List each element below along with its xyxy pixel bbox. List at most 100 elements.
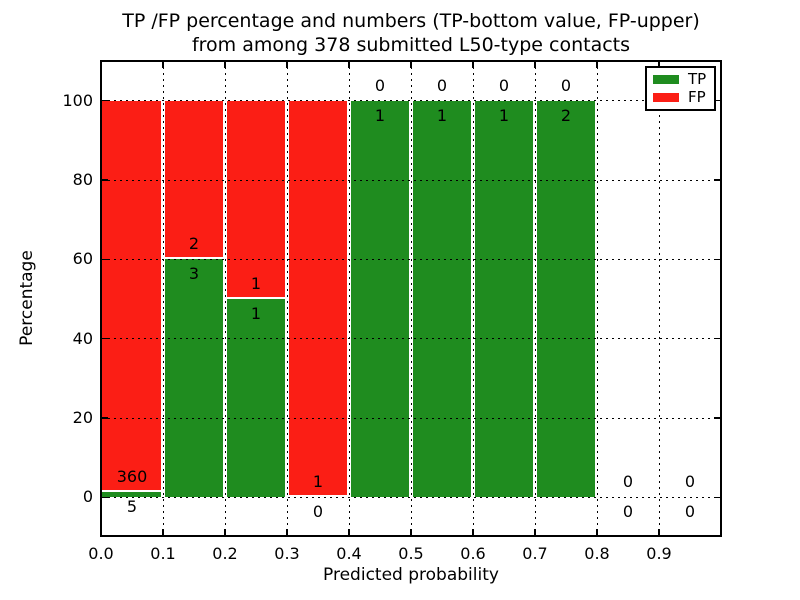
fp-count-label: 0 <box>436 75 448 95</box>
y-tick-right <box>714 258 720 261</box>
x-tick-bottom <box>410 529 412 535</box>
x-tick-top <box>348 62 350 68</box>
y-axis-label: Percentage <box>17 250 37 346</box>
x-gridline <box>596 61 598 537</box>
x-tick-label: 0.4 <box>336 544 362 563</box>
tp-bar-segment <box>475 100 533 498</box>
y-tick-label: 100 <box>62 90 93 110</box>
tp-count-label: 3 <box>188 264 200 284</box>
y-tick-left <box>102 258 108 261</box>
tp-legend-swatch <box>653 75 679 85</box>
y-tick-right <box>714 337 720 340</box>
fp-bar-segment <box>102 100 161 492</box>
x-tick-label: 0.3 <box>274 544 300 563</box>
y-tick-left <box>102 496 108 499</box>
x-tick-label: 0.5 <box>398 544 424 563</box>
y-tick-left <box>102 179 108 181</box>
tp-count-label: 1 <box>250 304 262 323</box>
x-gridline <box>162 61 164 537</box>
x-tick-bottom <box>162 529 164 535</box>
axis-spine-bottom <box>100 535 722 537</box>
y-tick-label: 80 <box>72 170 93 189</box>
tp-legend-label: TP <box>688 70 707 89</box>
x-tick-label: 0.2 <box>212 544 238 563</box>
tp-count-label: 0 <box>684 502 696 522</box>
chart-title-line2: from among 378 submitted L50-type contac… <box>191 34 631 56</box>
x-tick-top <box>410 62 412 68</box>
x-tick-top <box>658 62 660 68</box>
fp-bar-segment <box>289 100 347 498</box>
x-tick-bottom <box>348 529 350 535</box>
tp-bar-segment <box>537 100 595 498</box>
tp-bar-segment <box>351 100 409 498</box>
axis-spine-right <box>720 60 722 537</box>
fp-count-label: 2 <box>188 234 200 254</box>
y-tick-left <box>102 99 108 102</box>
tp-count-label: 5 <box>126 496 138 516</box>
x-tick-bottom <box>658 529 660 535</box>
legend: TP FP <box>645 66 716 111</box>
x-tick-label: 0.6 <box>460 544 486 563</box>
x-tick-top <box>534 62 536 68</box>
x-gridline <box>658 61 660 537</box>
y-tick-right <box>714 496 720 499</box>
x-tick-label: 0.0 <box>88 544 114 563</box>
tp-count-label: 1 <box>436 105 448 125</box>
x-gridline <box>534 61 536 537</box>
tp-bar-segment <box>227 299 285 498</box>
chart-title: TP /FP percentage and numbers (TP-bottom… <box>101 9 721 57</box>
x-tick-top <box>472 62 474 68</box>
x-gridline <box>348 61 350 537</box>
tp-bar-segment <box>413 100 471 498</box>
x-tick-label: 0.9 <box>646 544 672 563</box>
tp-count-label: 2 <box>560 105 572 125</box>
axis-spine-left <box>100 60 102 537</box>
legend-entry-fp: FP <box>653 89 708 105</box>
tp-count-label: 0 <box>312 502 324 522</box>
y-tick-left <box>102 417 108 419</box>
x-tick-top <box>286 62 288 68</box>
x-tick-top <box>162 62 164 68</box>
x-tick-bottom <box>534 529 536 535</box>
fp-count-label: 0 <box>622 472 634 492</box>
axis-spine-top <box>100 60 722 62</box>
y-tick-right <box>714 417 720 419</box>
x-axis-label: Predicted probability <box>323 565 499 585</box>
x-tick-bottom <box>224 529 226 535</box>
y-tick-label: 20 <box>72 408 93 427</box>
legend-entry-tp: TP <box>653 72 708 87</box>
tp-count-label: 1 <box>498 105 510 125</box>
fp-count-label: 360 <box>116 466 148 486</box>
fp-legend-swatch <box>653 92 679 102</box>
fp-count-label: 1 <box>312 472 324 492</box>
x-gridline <box>410 61 412 537</box>
x-gridline <box>224 61 226 537</box>
tp-count-label: 1 <box>374 105 386 125</box>
x-tick-top <box>596 62 598 68</box>
tp-count-label: 0 <box>622 502 634 522</box>
x-tick-bottom <box>596 529 598 535</box>
fp-count-label: 0 <box>684 472 696 492</box>
fp-bar-segment <box>227 100 285 299</box>
fp-count-label: 0 <box>498 75 510 95</box>
y-tick-left <box>102 337 108 340</box>
x-tick-label: 0.8 <box>584 544 610 563</box>
x-tick-bottom <box>472 529 474 535</box>
tp-bar-segment <box>165 259 223 498</box>
y-tick-label: 60 <box>72 249 93 269</box>
fp-count-label: 1 <box>250 274 262 293</box>
fp-count-label: 0 <box>374 75 386 95</box>
y-tick-label: 40 <box>72 328 93 348</box>
y-tick-label: 0 <box>82 487 93 507</box>
y-tick-right <box>714 179 720 181</box>
y-tick-right <box>714 99 720 102</box>
x-gridline <box>472 61 474 537</box>
x-tick-label: 0.1 <box>150 544 176 563</box>
x-tick-label: 0.7 <box>522 544 548 563</box>
tp-bar-segment <box>102 491 161 498</box>
chart-title-line1: TP /FP percentage and numbers (TP-bottom… <box>122 10 700 32</box>
x-tick-bottom <box>286 529 288 535</box>
fp-count-label: 0 <box>560 75 572 95</box>
